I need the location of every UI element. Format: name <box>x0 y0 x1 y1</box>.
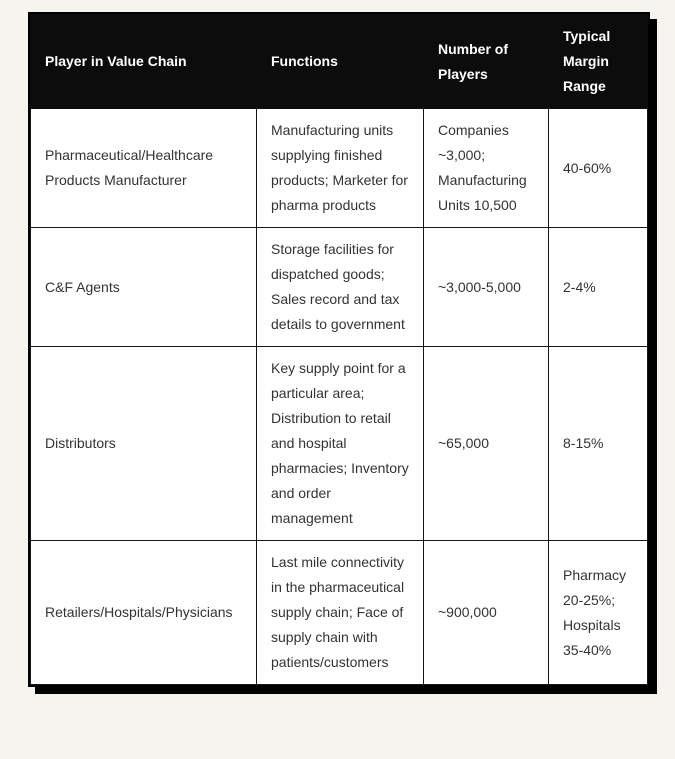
cell-functions: Last mile connectivity in the pharmaceut… <box>256 540 424 685</box>
value-chain-table: Player in Value Chain Functions Number o… <box>30 14 648 685</box>
table-row-manufacturer: Pharmaceutical/Healthcare Products Manuf… <box>30 108 648 228</box>
cell-functions: Key supply point for a particular area; … <box>256 346 424 541</box>
cell-margin-range: 2-4% <box>548 227 648 347</box>
value-chain-table-card: Player in Value Chain Functions Number o… <box>28 12 650 687</box>
cell-number-of-players: ~65,000 <box>423 346 549 541</box>
cell-margin-range: Pharmacy 20-25%; Hospitals 35-40% <box>548 540 648 685</box>
cell-number-of-players: ~900,000 <box>423 540 549 685</box>
column-header-functions: Functions <box>256 14 424 109</box>
cell-margin-range: 8-15% <box>548 346 648 541</box>
table-row-retailers: Retailers/Hospitals/Physicians Last mile… <box>30 540 648 685</box>
column-header-player-in-value-chain: Player in Value Chain <box>30 14 257 109</box>
table-row-distributors: Distributors Key supply point for a part… <box>30 346 648 541</box>
header-row: Player in Value Chain Functions Number o… <box>30 14 648 109</box>
cell-player: Pharmaceutical/Healthcare Products Manuf… <box>30 108 257 228</box>
cell-player: Retailers/Hospitals/Physicians <box>30 540 257 685</box>
column-header-typical-margin-range: Typical Margin Range <box>548 14 648 109</box>
cell-functions: Manufacturing units supplying finished p… <box>256 108 424 228</box>
cell-margin-range: 40-60% <box>548 108 648 228</box>
cell-player: Distributors <box>30 346 257 541</box>
column-header-number-of-players: Number of Players <box>423 14 549 109</box>
cell-player: C&F Agents <box>30 227 257 347</box>
cell-functions: Storage facilities for dispatched goods;… <box>256 227 424 347</box>
table-row-cf-agents: C&F Agents Storage facilities for dispat… <box>30 227 648 347</box>
cell-number-of-players: Companies ~3,000; Manufacturing Units 10… <box>423 108 549 228</box>
cell-number-of-players: ~3,000-5,000 <box>423 227 549 347</box>
